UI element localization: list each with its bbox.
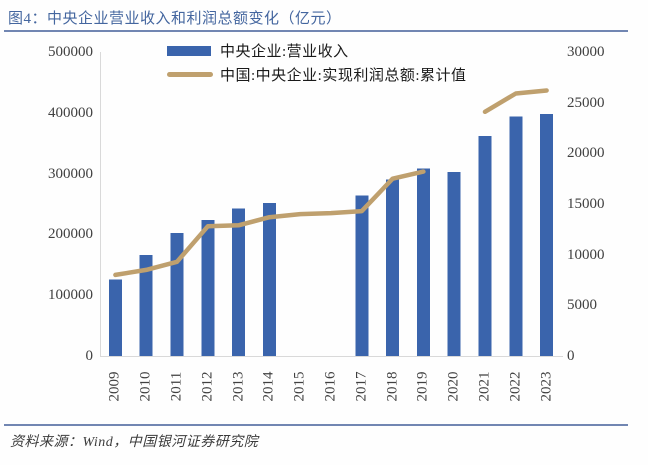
legend-label-revenue: 中央企业:营业收入 (220, 44, 349, 60)
x-axis-label-2015: 2015 (291, 371, 308, 402)
bar-series-swatch (167, 45, 211, 56)
revenue-bar-2021 (478, 135, 492, 356)
footer-divider (4, 424, 628, 426)
x-axis-label-2011: 2011 (168, 371, 185, 402)
right-axis-tick-5000: 5000 (567, 297, 597, 313)
right-axis-tick-0: 0 (567, 348, 575, 364)
x-axis-label-2022: 2022 (507, 371, 524, 402)
x-axis-label-2023: 2023 (538, 371, 555, 402)
revenue-bar-2011 (170, 233, 184, 356)
right-axis-tick-20000: 20000 (567, 145, 605, 161)
x-axis-label-2017: 2017 (353, 371, 370, 402)
left-axis-tick-0: 0 (85, 348, 94, 364)
legend-item-revenue: 中央企业:营业收入 (167, 41, 467, 60)
revenue-bar-2022 (509, 116, 523, 357)
left-axis-tick-400000: 400000 (48, 105, 93, 121)
line-series-swatch (167, 72, 213, 77)
x-axis-label-2021: 2021 (476, 371, 493, 402)
revenue-bar-2010 (139, 255, 153, 356)
revenue-bar-2009 (108, 279, 122, 356)
left-axis-tick-300000: 300000 (48, 166, 93, 182)
x-axis-label-2012: 2012 (199, 371, 216, 402)
x-axis-label-2010: 2010 (137, 371, 154, 402)
right-axis-tick-25000: 25000 (567, 95, 605, 111)
right-axis-tick-10000: 10000 (567, 247, 605, 263)
right-axis-tick-30000: 30000 (567, 44, 605, 60)
legend-item-profit: 中国:中央企业:实现利润总额:累计值 (167, 65, 467, 84)
legend-label-profit: 中国:中央企业:实现利润总额:累计值 (220, 68, 467, 84)
x-axis-label-2020: 2020 (445, 371, 462, 402)
x-axis-label-2009: 2009 (106, 371, 123, 402)
x-axis-label-2018: 2018 (384, 371, 401, 402)
x-axis-label-2016: 2016 (322, 371, 339, 402)
revenue-bar-2014 (262, 202, 276, 356)
source-note: 资料来源：Wind，中国银河证券研究院 (10, 435, 259, 450)
x-axis-label-2019: 2019 (414, 371, 431, 402)
title-divider (4, 30, 628, 32)
profit-line-segment (482, 88, 549, 115)
revenue-bar-2017 (355, 195, 369, 356)
revenue-bar-2023 (540, 114, 554, 356)
profit-line-segment (113, 169, 426, 278)
x-axis-label-2013: 2013 (230, 371, 247, 402)
revenue-bar-2019 (416, 168, 430, 356)
revenue-bar-2013 (232, 208, 246, 356)
left-axis-tick-100000: 100000 (48, 287, 93, 303)
chart-legend: 中央企业:营业收入 中国:中央企业:实现利润总额:累计值 (167, 41, 467, 84)
left-axis-tick-200000: 200000 (48, 226, 93, 242)
figure-title: 图4：中央企业营业收入和利润总额变化（亿元） (8, 11, 342, 27)
revenue-bar-2018 (386, 179, 400, 356)
right-axis-tick-15000: 15000 (567, 196, 605, 212)
revenue-bar-2012 (201, 219, 215, 356)
left-axis-tick-500000: 500000 (48, 44, 93, 60)
x-axis-label-2014: 2014 (260, 371, 277, 402)
revenue-bar-2020 (447, 171, 461, 356)
